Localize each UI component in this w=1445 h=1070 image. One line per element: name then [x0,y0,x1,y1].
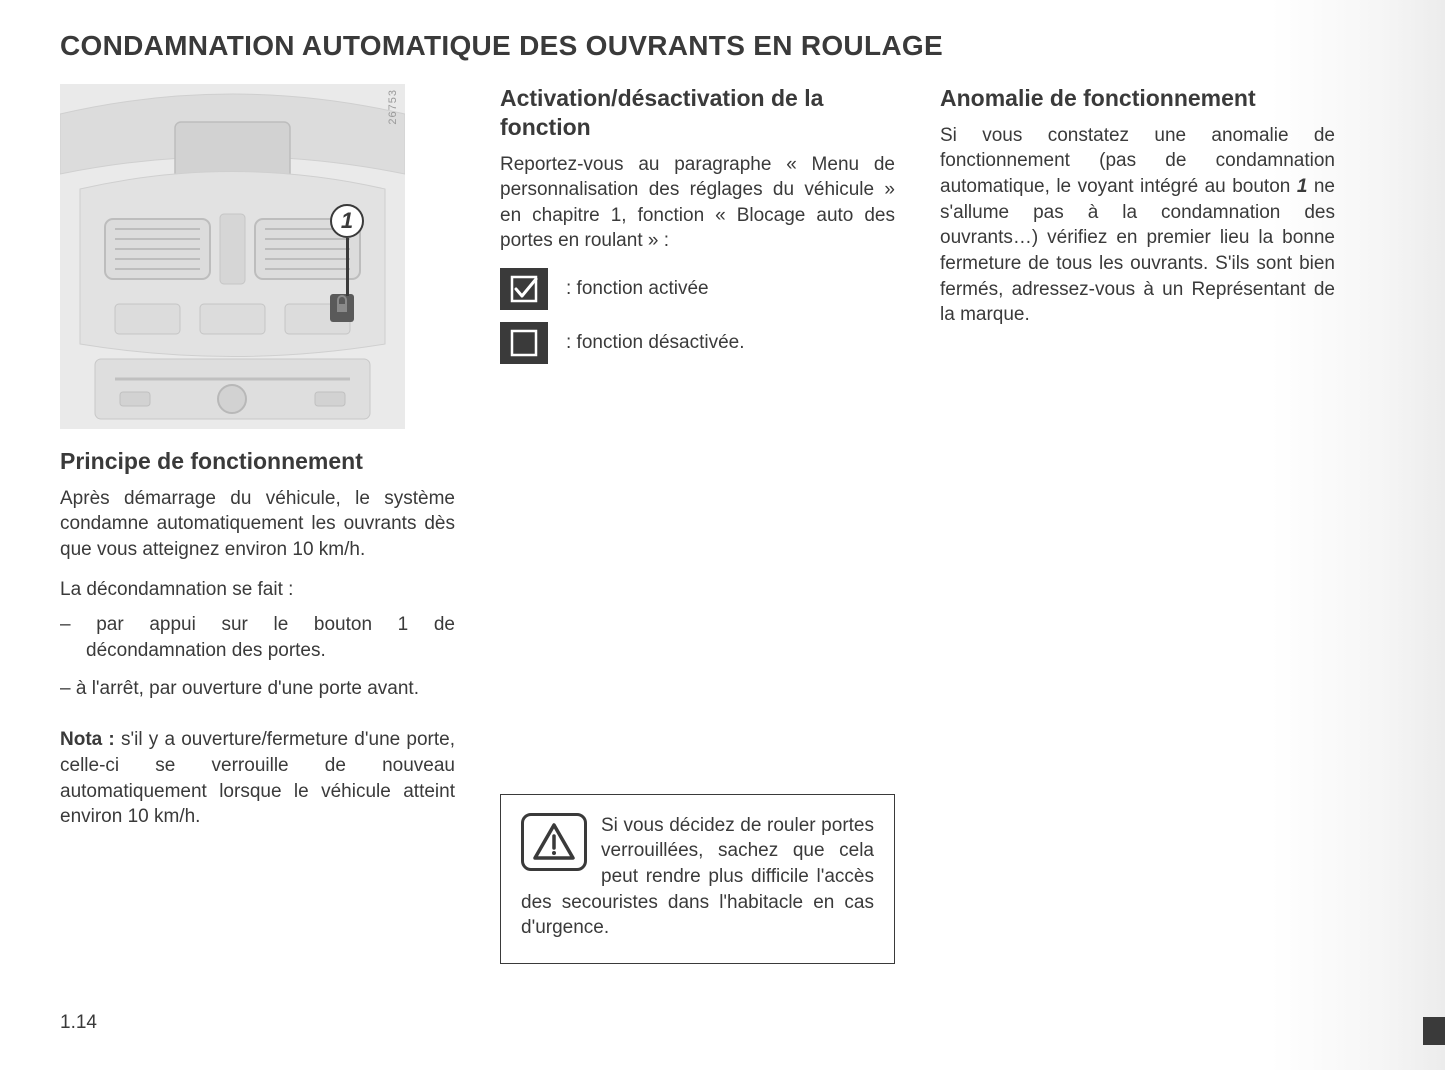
col1-paragraph-1: Après démarrage du véhicule, le système … [60,486,455,563]
col1-paragraph-2: La décondamnation se fait : [60,577,455,603]
callout-marker-1: 1 [330,204,364,238]
col2-paragraph-1: Reportez-vous au paragraphe « Menu de pe… [500,152,895,255]
columns: 26753 1 Principe de fonctionnement Après… [60,84,1385,964]
warning-box: Si vous décidez de rouler portes verroui… [500,794,895,964]
callout-leader-line [346,238,349,296]
column-2: Activation/désactivation de la fonction … [500,84,895,964]
col3-paragraph-1: Si vous constatez une anomalie de foncti… [940,123,1335,328]
col1-list-item-1: par appui sur le bouton 1 de décondamnat… [60,612,455,663]
column-3: Anomalie de fonctionnement Si vous const… [940,84,1335,964]
col1-list-item-2: à l'arrêt, par ouverture d'une porte ava… [60,676,455,702]
checkbox-checked-icon [500,268,548,310]
col2-heading: Activation/désactivation de la fonction [500,84,895,142]
warning-content: Si vous décidez de rouler portes verroui… [521,813,874,941]
manual-page: CONDAMNATION AUTOMATIQUE DES OUVRANTS EN… [0,0,1445,1070]
col1-list: par appui sur le bouton 1 de décondamnat… [60,612,455,713]
figure-reference: 26753 [387,89,399,125]
page-number: 1.14 [60,1012,97,1034]
col1-heading: Principe de fonctionnement [60,447,455,476]
dashboard-illustration [60,84,405,429]
dashboard-figure: 26753 1 [60,84,405,429]
page-title: CONDAMNATION AUTOMATIQUE DES OUVRANTS EN… [60,30,1385,62]
nota-text: s'il y a ouverture/fermeture d'une porte… [60,729,455,827]
page-edge-mark [1423,1017,1445,1045]
function-activated-label: : fonction activée [566,278,709,300]
column-1: 26753 1 Principe de fonctionnement Après… [60,84,455,964]
col3-heading: Anomalie de fonctionnement [940,84,1335,113]
nota-label: Nota : [60,729,115,750]
col1-nota: Nota : s'il y a ouverture/fermeture d'un… [60,727,455,830]
function-activated-row: : fonction activée [500,268,895,310]
checkbox-unchecked-icon [500,322,548,364]
function-deactivated-row: : fonction désactivée. [500,322,895,364]
function-deactivated-label: : fonction désactivée. [566,332,745,354]
warning-triangle-icon [521,813,587,871]
button-1-reference: 1 [1297,176,1308,197]
